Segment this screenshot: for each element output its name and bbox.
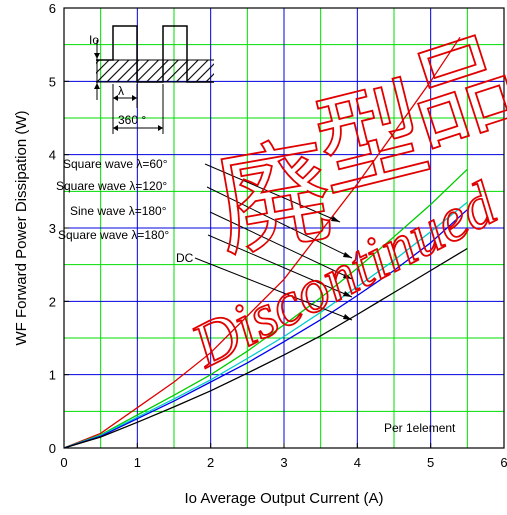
x-axis-label: Io Average Output Current (A) <box>185 490 384 507</box>
leader-line-dc <box>194 257 353 321</box>
per-element-note: Per 1element <box>384 421 456 435</box>
period-arrow-left <box>113 125 118 131</box>
series-lines <box>63 36 468 449</box>
y-tick-label: 3 <box>49 221 56 236</box>
x-tick-label: 1 <box>134 455 141 470</box>
io-arrowhead-up <box>94 83 100 89</box>
series-line-1 <box>63 168 468 449</box>
io-arrowhead-down <box>94 53 100 59</box>
leader-line-sq120 <box>206 186 353 259</box>
series-label-sq60: Square wave λ=60° <box>63 157 168 171</box>
y-tick-label: 4 <box>49 148 56 163</box>
period-arrow-right <box>158 125 163 131</box>
leader-arrow-sine180 <box>343 273 352 279</box>
x-tick-label: 0 <box>60 455 67 470</box>
y-axis-label: WF Forward Power Dissipation (W) <box>13 110 30 345</box>
series-label-dc: DC <box>176 251 194 265</box>
y-tick-label: 6 <box>49 1 56 16</box>
series-line-2 <box>63 201 468 449</box>
x-tick-label: 4 <box>354 455 361 470</box>
leader-arrow-sq180 <box>343 291 352 297</box>
series-label-sine180: Sine wave λ=180° <box>70 204 167 218</box>
series-line-3 <box>63 209 468 449</box>
series-label-sq120: Square wave λ=120° <box>56 179 167 193</box>
x-tick-label: 2 <box>207 455 214 470</box>
leader-line-sine180 <box>209 211 353 280</box>
series-line-0 <box>63 36 461 449</box>
lambda-label: λ <box>118 84 124 98</box>
y-tick-label: 1 <box>49 368 56 383</box>
lambda-arrow-right <box>132 95 137 101</box>
curve-labels: Square wave λ=60° Square wave λ=120° Sin… <box>56 157 353 321</box>
y-tick-label: 0 <box>49 441 56 456</box>
y-tick-label: 5 <box>49 74 56 89</box>
leader-line-sq60 <box>204 163 341 223</box>
io-label: Io <box>89 33 99 47</box>
leader-arrow-sq60 <box>331 216 340 222</box>
waveform-inset: Io λ 360 ° <box>89 25 214 134</box>
series-line-4 <box>63 247 468 449</box>
period-label: 360 ° <box>118 113 146 127</box>
leader-line-sq180 <box>207 234 353 298</box>
hatched-region <box>96 60 214 82</box>
series-label-sq180: Square wave λ=180° <box>58 228 169 242</box>
axis-ticks: 0 1 2 3 4 5 6 0 1 2 3 4 5 6 <box>49 1 507 470</box>
stamp-char-1: 廃 <box>206 127 341 272</box>
pulse-waveform <box>96 25 214 83</box>
lambda-arrow-left <box>113 95 118 101</box>
leader-arrow-dc <box>343 314 352 320</box>
discontinued-stamp: 廃 型 品 Discontinued <box>180 19 507 382</box>
leader-arrow-sq120 <box>343 252 352 258</box>
y-tick-label: 2 <box>49 294 56 309</box>
x-tick-label: 3 <box>280 455 287 470</box>
x-tick-label: 5 <box>427 455 434 470</box>
x-tick-label: 6 <box>500 455 507 470</box>
